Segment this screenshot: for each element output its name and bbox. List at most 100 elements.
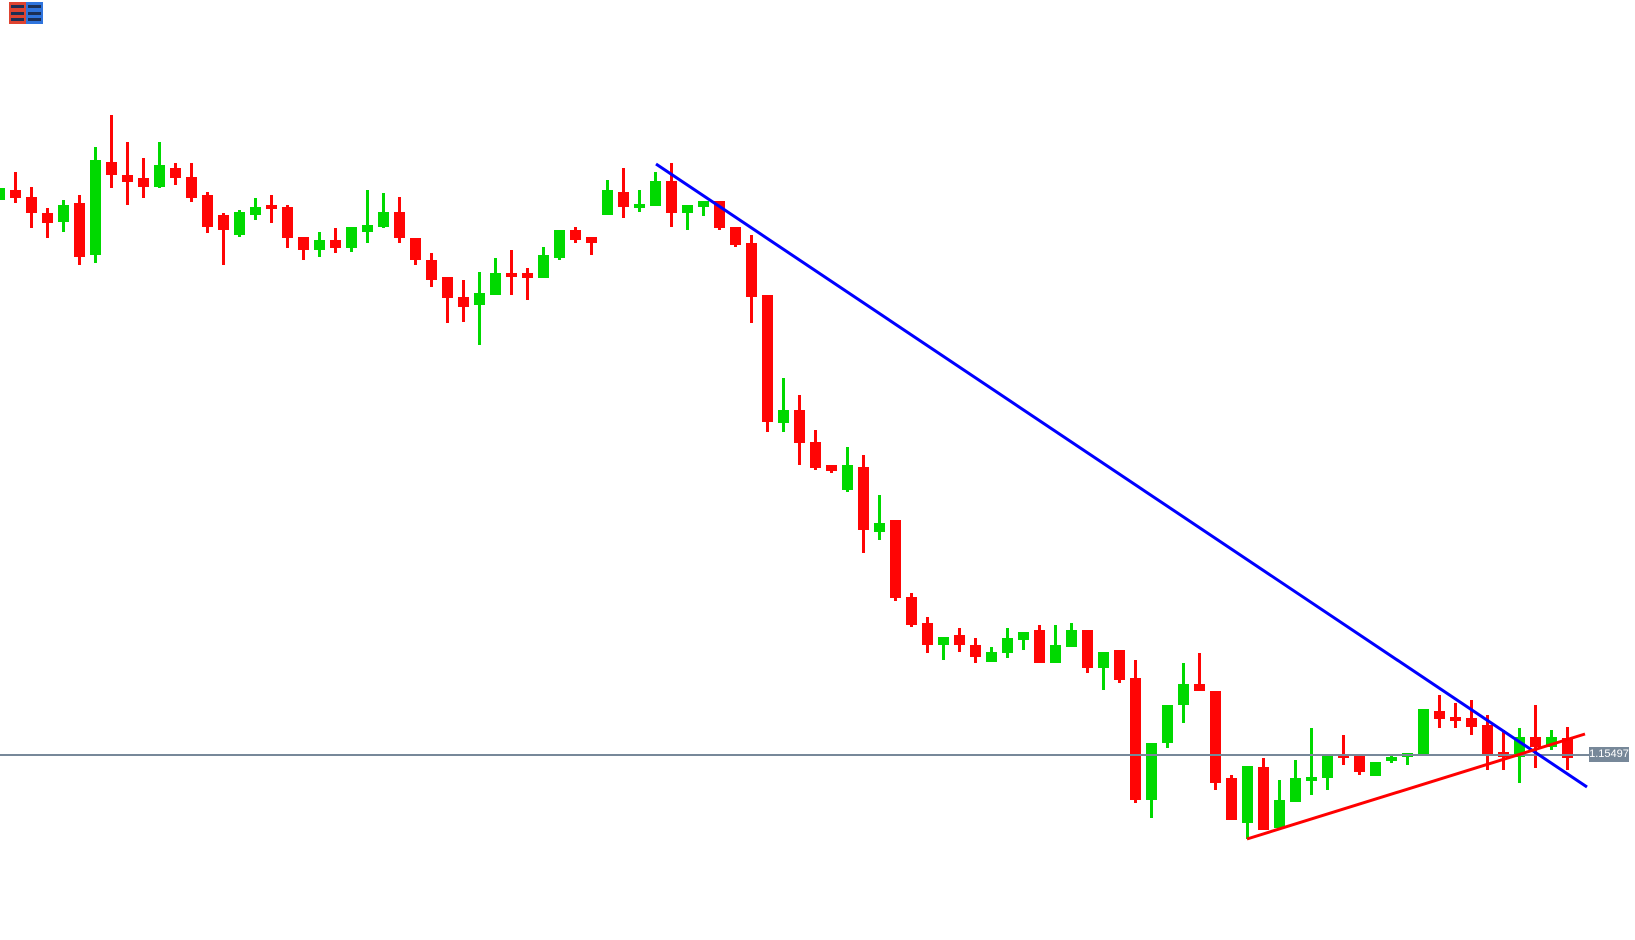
trendline-blue-descending[interactable]: [655, 162, 1588, 789]
candle-body: [186, 177, 197, 198]
candle-wick: [478, 272, 481, 345]
candle-body: [1098, 652, 1109, 668]
candle-body: [10, 190, 21, 198]
candle-wick: [1102, 652, 1105, 690]
candle-wick: [1470, 700, 1473, 735]
candle-body: [1034, 630, 1045, 663]
candle-body: [1562, 738, 1573, 758]
candle-wick: [782, 378, 785, 432]
candle-body: [842, 465, 853, 490]
candle-body: [970, 645, 981, 657]
candle-wick: [1342, 735, 1345, 765]
candle-body: [1002, 638, 1013, 653]
candle-body: [954, 635, 965, 645]
candle-wick: [126, 142, 129, 205]
candle-body: [890, 520, 901, 598]
candle-body: [1450, 717, 1461, 721]
candle-body: [330, 240, 341, 248]
candle-body: [650, 181, 661, 206]
bid-price-line: [0, 754, 1591, 756]
candle-wick: [270, 195, 273, 223]
candle-body: [602, 190, 613, 215]
candle-wick: [382, 193, 385, 228]
candle-body: [1018, 632, 1029, 640]
candle-body: [1482, 725, 1493, 755]
candle-body: [666, 181, 677, 213]
candle-body: [1146, 743, 1157, 800]
candle-wick: [14, 172, 17, 203]
candle-wick: [110, 115, 113, 188]
trendline-red-ascending[interactable]: [1246, 732, 1586, 841]
candle-body: [0, 188, 5, 200]
candle-body: [778, 410, 789, 423]
candle-body: [1354, 754, 1365, 772]
candle-body: [618, 192, 629, 207]
candle-wick: [526, 268, 529, 300]
icon-stripe: [28, 11, 41, 15]
candle-body: [810, 442, 821, 468]
candle-body: [314, 240, 325, 250]
candle-wick: [1534, 705, 1537, 768]
candle-body: [250, 207, 261, 215]
candle-wick: [590, 237, 593, 255]
candle-body: [698, 201, 709, 207]
candle-body: [1242, 766, 1253, 823]
candle-wick: [638, 190, 641, 212]
candle-wick: [1022, 632, 1025, 650]
candle-body: [1178, 684, 1189, 705]
candle-body: [394, 212, 405, 238]
candle-body: [1514, 737, 1525, 757]
candle-body: [1290, 778, 1301, 802]
candle-body: [1066, 630, 1077, 647]
candle-body: [1114, 650, 1125, 680]
candle-wick: [446, 277, 449, 323]
candle-body: [1194, 684, 1205, 691]
candle-body: [1258, 767, 1269, 830]
candle-body: [362, 225, 373, 232]
candle-body: [874, 523, 885, 532]
candle-body: [938, 637, 949, 645]
candle-body: [682, 205, 693, 213]
candle-wick: [46, 208, 49, 238]
candle-body: [1466, 718, 1477, 727]
candle-body: [554, 230, 565, 258]
candle-body: [586, 237, 597, 243]
icon-stripe: [28, 17, 41, 21]
candle-body: [826, 465, 837, 471]
candle-body: [154, 165, 165, 187]
candle-body: [122, 175, 133, 182]
candle-wick: [686, 205, 689, 230]
candle-body: [1050, 645, 1061, 663]
candle-body: [298, 237, 309, 250]
candle-body: [986, 652, 997, 662]
candle-body: [266, 205, 277, 209]
candle-body: [1322, 756, 1333, 778]
icon-stripe: [11, 17, 24, 21]
candle-wick: [366, 190, 369, 243]
candle-body: [458, 297, 469, 307]
candle-body: [1434, 711, 1445, 719]
candle-body: [634, 204, 645, 208]
candle-body: [1274, 800, 1285, 828]
candle-body: [570, 230, 581, 240]
candle-body: [1162, 705, 1173, 743]
candle-body: [730, 227, 741, 245]
candle-body: [906, 597, 917, 625]
candle-body: [1530, 737, 1541, 747]
candle-body: [1418, 709, 1429, 755]
candle-wick: [942, 637, 945, 660]
candle-body: [506, 273, 517, 277]
candle-body: [378, 212, 389, 227]
candle-body: [58, 205, 69, 222]
candle-body: [426, 260, 437, 280]
candle-body: [346, 227, 357, 248]
candle-body: [138, 178, 149, 187]
candle-body: [1210, 691, 1221, 783]
candle-body: [538, 255, 549, 278]
minimized-chart-window-icon[interactable]: [9, 2, 43, 24]
candle-body: [74, 203, 85, 257]
candle-body: [42, 213, 53, 223]
candle-body: [762, 295, 773, 422]
